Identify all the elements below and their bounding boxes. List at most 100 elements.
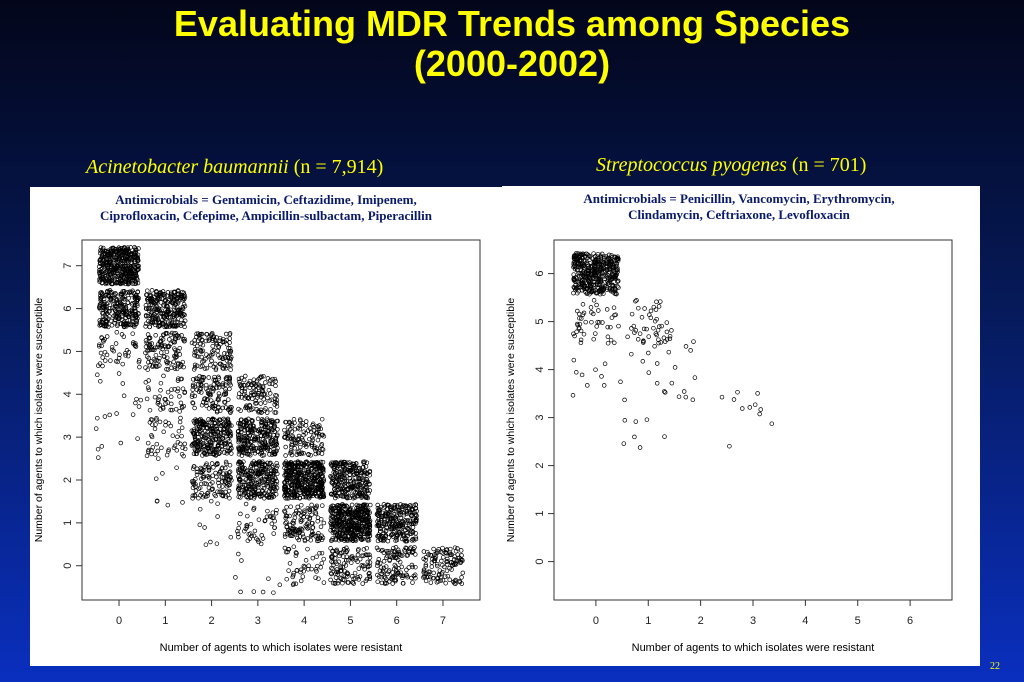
data-point	[367, 488, 373, 493]
data-point	[242, 427, 247, 433]
data-point	[305, 514, 310, 520]
data-point	[408, 504, 414, 509]
data-point	[95, 446, 101, 452]
data-point	[377, 560, 383, 566]
data-point	[219, 354, 224, 360]
data-point	[328, 474, 333, 479]
data-point	[126, 249, 132, 254]
data-point	[164, 304, 169, 309]
data-point	[243, 417, 249, 423]
data-point	[237, 485, 242, 491]
data-point	[351, 464, 356, 469]
data-point	[211, 364, 217, 370]
data-point	[272, 481, 278, 487]
data-point	[248, 486, 254, 492]
data-point	[383, 533, 389, 538]
data-point	[251, 459, 257, 464]
data-point	[210, 388, 216, 394]
data-point	[193, 488, 199, 494]
data-point	[154, 499, 160, 504]
data-point	[390, 575, 396, 581]
data-point	[284, 531, 290, 537]
data-point	[294, 551, 299, 556]
data-point	[307, 525, 312, 530]
data-point	[121, 393, 127, 399]
data-point	[158, 310, 163, 316]
data-point	[303, 419, 309, 424]
slide-title-line2: (2000-2002)	[413, 43, 611, 84]
data-point	[379, 580, 385, 586]
data-point	[273, 492, 279, 497]
data-point	[152, 363, 158, 369]
data-point	[305, 536, 310, 541]
data-point	[348, 515, 354, 520]
data-point	[313, 451, 318, 457]
data-point	[259, 533, 264, 538]
data-point	[133, 248, 138, 253]
data-point	[393, 538, 398, 543]
data-point	[96, 363, 101, 368]
data-point	[123, 272, 129, 278]
data-point	[364, 519, 370, 525]
data-point	[225, 437, 230, 442]
data-point	[151, 300, 156, 305]
data-point	[193, 349, 199, 354]
left-species-name: Acinetobacter baumannii	[86, 156, 289, 178]
data-point	[225, 424, 231, 429]
data-point	[199, 331, 205, 337]
data-point	[307, 436, 312, 442]
data-point	[403, 504, 408, 509]
data-point	[203, 542, 209, 547]
data-point	[406, 527, 411, 532]
data-point	[107, 314, 112, 319]
data-point	[257, 493, 263, 498]
y-tick-label: 4	[534, 367, 546, 373]
data-point	[213, 423, 218, 429]
y-tick-label: 5	[62, 348, 74, 354]
data-point	[315, 533, 321, 539]
data-point	[309, 502, 314, 508]
data-point	[189, 340, 195, 346]
data-point	[597, 267, 603, 272]
data-point	[302, 462, 307, 467]
data-point	[244, 523, 250, 529]
data-point	[229, 404, 234, 410]
data-point	[306, 428, 311, 433]
data-point	[423, 557, 428, 563]
data-point	[137, 358, 142, 363]
data-point	[216, 376, 222, 381]
data-point	[333, 475, 339, 481]
data-point	[149, 434, 155, 440]
data-point	[165, 389, 171, 395]
data-point	[149, 288, 155, 293]
data-point	[130, 310, 135, 315]
data-point	[212, 492, 217, 497]
data-point	[198, 382, 204, 388]
data-point	[255, 437, 261, 442]
data-point	[204, 439, 209, 444]
data-point	[208, 362, 213, 368]
data-point	[191, 464, 197, 469]
data-point	[354, 468, 359, 473]
data-point	[122, 264, 127, 269]
data-point	[227, 375, 233, 381]
data-point	[252, 492, 258, 497]
data-point	[104, 257, 110, 262]
data-point	[236, 445, 241, 450]
data-point	[165, 502, 171, 508]
data-point	[450, 560, 456, 566]
data-point	[320, 465, 325, 471]
data-point	[250, 392, 256, 398]
data-point	[291, 491, 296, 497]
data-point	[334, 569, 339, 575]
x-tick-label: 1	[162, 615, 168, 627]
data-point	[136, 311, 141, 317]
data-point	[264, 410, 270, 415]
data-point	[123, 305, 129, 310]
data-point	[200, 363, 205, 369]
data-point	[298, 517, 304, 522]
data-point	[316, 460, 321, 466]
data-point	[424, 574, 430, 580]
data-point	[164, 367, 169, 372]
data-point	[168, 294, 173, 300]
